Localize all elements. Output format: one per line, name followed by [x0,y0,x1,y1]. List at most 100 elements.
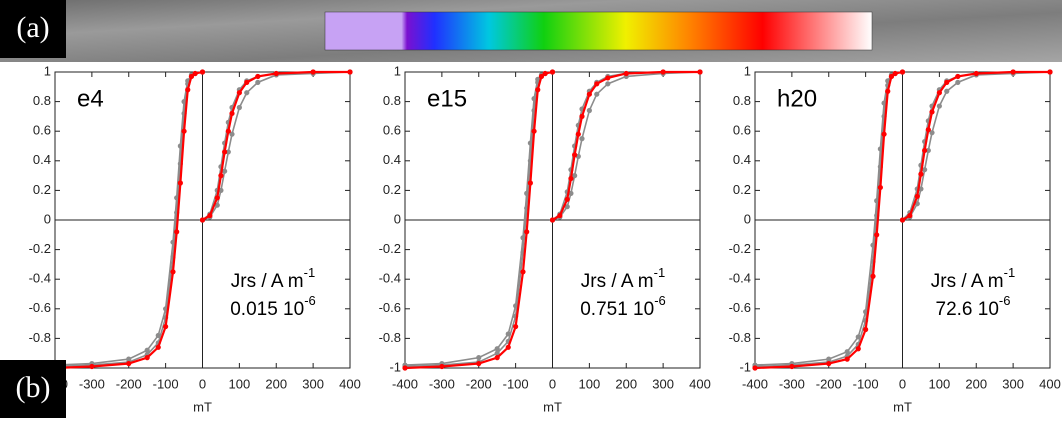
marker [789,363,795,370]
y-tick-label: -0.4 [29,271,51,286]
y-tick-label: 0.8 [733,93,751,108]
x-tick-label: 400 [1039,376,1061,391]
marker [922,167,928,173]
marker [549,69,556,75]
x-tick-label: 300 [302,376,324,391]
x-tick-label: 200 [615,376,637,391]
y-tick-label: -0.2 [729,241,751,256]
y-tick-label: -0.8 [729,330,751,345]
marker [925,147,931,154]
annotation-sup: -1 [654,265,666,280]
curve [201,70,350,221]
marker [929,130,935,136]
marker [531,128,537,134]
marker [535,87,541,93]
marker [192,70,198,77]
y-tick-label: -0.8 [379,330,401,345]
panel-label: e15 [427,85,467,112]
marker [1010,69,1016,75]
marker [660,69,666,75]
marker [255,79,261,85]
marker [568,175,574,182]
marker [527,180,533,186]
y-tick-label: 0.6 [383,123,401,138]
annotation-text: Jrs / A m [581,271,654,292]
marker [929,109,935,115]
curve [404,71,553,368]
x-tick-label: -200 [116,376,142,391]
marker [697,69,703,75]
panel: -1-0.8-0.6-0.4-0.200.20.40.60.81-400-300… [379,63,711,414]
marker [594,81,600,87]
marker [476,355,482,361]
y-tick-label: 0 [44,211,51,226]
marker [605,75,611,81]
x-tick-label: -100 [153,376,179,391]
figure-label: (b) [16,371,51,404]
marker [155,344,161,350]
y-tick-label: 0.2 [33,182,51,197]
y-tick-label: 0.8 [33,93,51,108]
marker [752,365,758,371]
marker [549,217,556,223]
y-tick-label: 0.2 [383,182,401,197]
y-tick-label: -0.6 [29,300,51,315]
marker [244,90,250,96]
annotation-sup: -1 [304,265,316,280]
marker [188,73,195,80]
y-tick-label: 0.4 [33,152,51,167]
x-tick-label: 0 [899,376,906,391]
marker [907,212,913,219]
y-tick-label: -0.6 [379,300,401,315]
x-tick-label: 100 [579,376,601,391]
x-tick-label: 100 [929,376,951,391]
annotation: 0.751 10-6 [580,293,666,320]
marker [402,365,408,371]
curve [54,71,203,368]
panel: -1-0.8-0.6-0.4-0.200.20.40.60.81-400-300… [729,63,1061,414]
annotation: Jrs / A m-1 [931,265,1015,292]
marker [874,232,880,238]
annotation-text: 0.751 10 [580,299,654,320]
marker [244,79,250,85]
x-tick-label: 200 [265,376,287,391]
marker [885,88,891,94]
marker [899,69,906,75]
y-tick-label: 0.8 [383,93,401,108]
y-tick-label: -0.4 [379,271,401,286]
x-tick-label: -100 [853,376,879,391]
marker [888,73,895,80]
marker [826,360,832,367]
marker [199,217,206,223]
marker [538,73,545,80]
marker [181,128,187,134]
y-tick-label: -1 [389,359,401,374]
marker [218,173,224,179]
marker [229,131,235,137]
marker [222,168,228,174]
y-tick-label: -0.4 [729,271,751,286]
x-tick-label: 0 [199,376,206,391]
marker [863,326,869,333]
marker [255,73,261,80]
panel-label: e4 [77,85,104,112]
x-tick-label: -300 [779,376,805,391]
panel: -1-0.8-0.6-0.4-0.200.20.40.60.81-400-300… [29,63,361,414]
marker [494,346,500,352]
marker [505,344,511,350]
marker [881,131,887,137]
marker [89,363,95,370]
annotation: Jrs / A m-1 [231,265,315,292]
marker [494,350,500,356]
x-tick-label: -400 [742,376,768,391]
x-tick-label: -300 [429,376,455,391]
x-axis-label: mT [193,399,212,414]
marker [586,91,592,97]
marker [236,90,242,96]
y-tick-label: 0.6 [33,123,51,138]
marker [144,347,150,353]
y-tick-label: 1 [44,63,51,78]
marker [944,79,950,85]
marker [925,127,931,133]
